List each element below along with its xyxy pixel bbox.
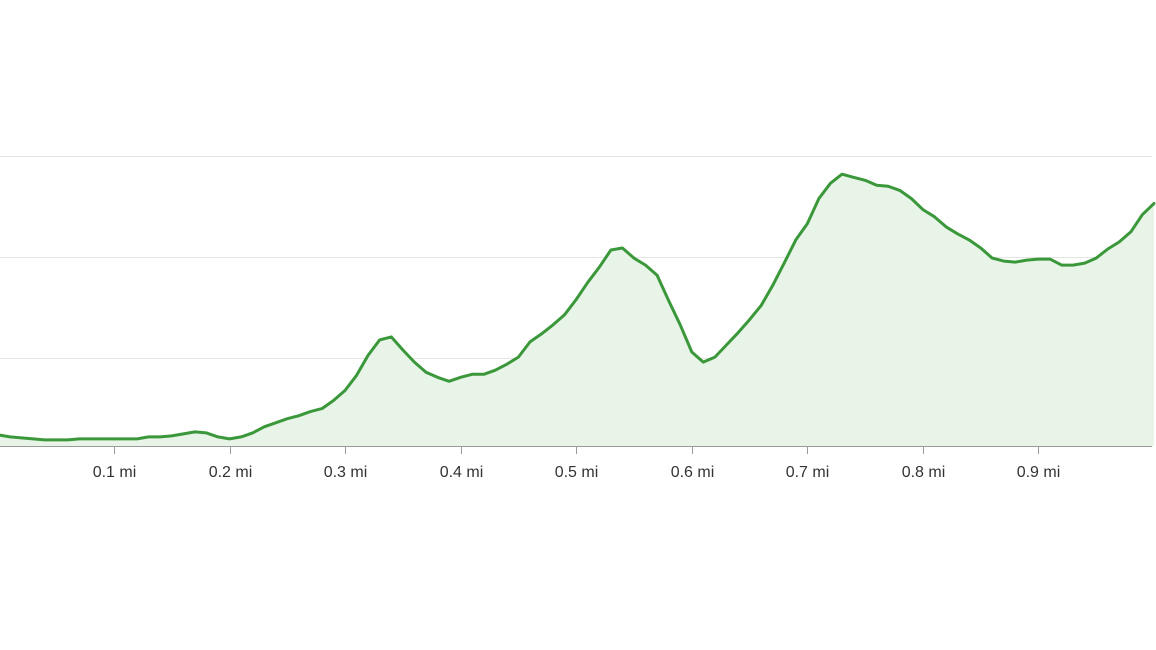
x-tick-label: 0.7 mi xyxy=(786,464,830,481)
x-tick-label: 0.4 mi xyxy=(440,464,484,481)
x-tick-label: 0.2 mi xyxy=(209,464,253,481)
x-tick-label: 0.3 mi xyxy=(324,464,368,481)
x-tick-label: 0.1 mi xyxy=(93,464,137,481)
x-tick-label: 0.6 mi xyxy=(671,464,715,481)
x-tick-label: 0.9 mi xyxy=(1017,464,1061,481)
area-fill xyxy=(0,174,1154,446)
x-tick-label: 0.8 mi xyxy=(902,464,946,481)
elevation-line xyxy=(0,172,1156,442)
x-tick-label: 0.5 mi xyxy=(555,464,599,481)
